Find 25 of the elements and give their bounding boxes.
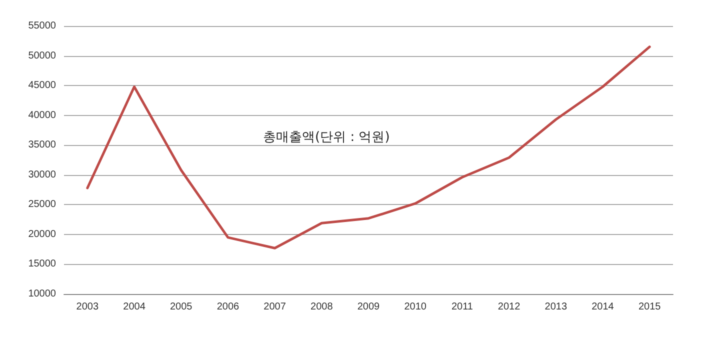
x-tick-label: 2006 — [216, 302, 240, 312]
y-tick-label: 15000 — [28, 258, 56, 270]
y-tick-label: 55000 — [28, 20, 56, 32]
x-tick-label: 2010 — [404, 302, 427, 312]
x-tick-label: 2004 — [123, 302, 146, 312]
x-tick-label: 2014 — [592, 302, 614, 312]
line-series — [86, 46, 651, 250]
y-tick-label: 30000 — [28, 169, 56, 180]
y-tick-label: 25000 — [28, 199, 56, 210]
y-tick-label: 40000 — [28, 110, 56, 121]
x-tick-label: 2007 — [264, 302, 286, 312]
x-tick-label: 2009 — [357, 302, 380, 312]
x-tick-label: 2012 — [498, 302, 521, 312]
x-tick-label: 2015 — [638, 302, 662, 312]
y-tick-label: 35000 — [28, 140, 56, 151]
y-tick-label: 10000 — [28, 288, 56, 300]
y-tick-label: 45000 — [28, 80, 56, 92]
x-tick-label: 2013 — [544, 302, 568, 312]
y-tick-label: 50000 — [28, 50, 56, 62]
x-tick-label: 2003 — [76, 302, 99, 312]
x-tick-label: 2011 — [451, 302, 474, 312]
x-tick-label: 2005 — [170, 302, 193, 312]
text: 총매출액(단위 : 억원) — [263, 130, 390, 145]
y-tick-label: 20000 — [28, 228, 56, 240]
x-tick-label: 2008 — [310, 302, 334, 312]
